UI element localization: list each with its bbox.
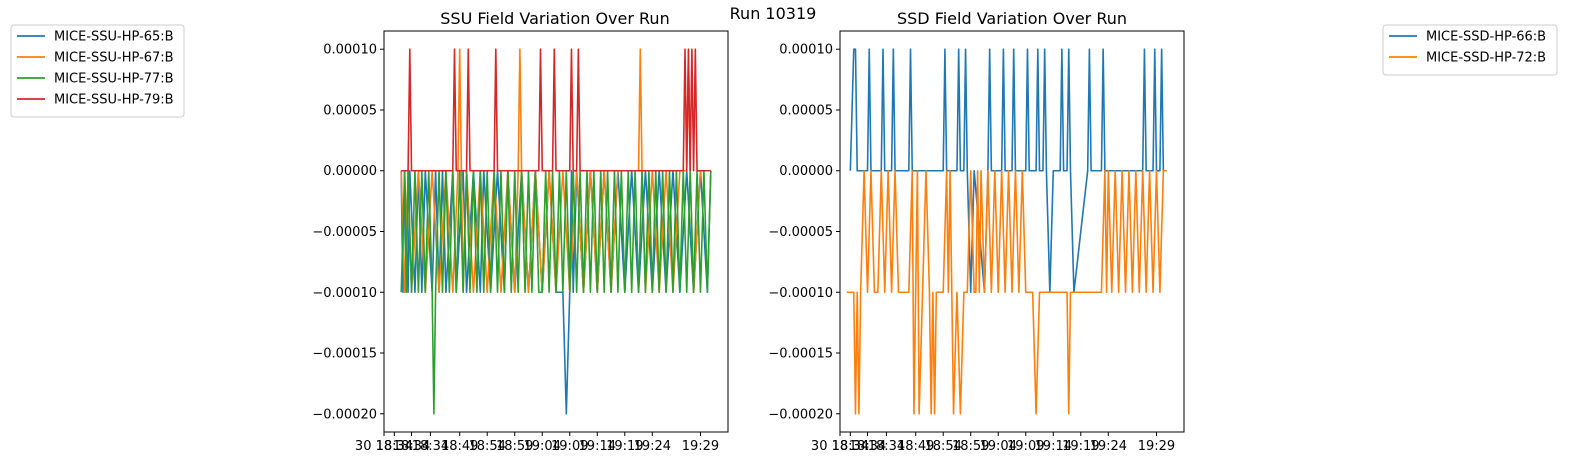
ssu-legend: MICE-SSU-HP-65:B MICE-SSU-HP-67:B MICE-SSU… [10,24,185,118]
ssd-legend-frame [1382,24,1558,76]
ssd-legend: MICE-SSD-HP-66:B MICE-SSD-HP-72:B [1382,24,1558,76]
ssu-plot-area [400,48,712,415]
ssu-ytick-label: 0.00010 [323,43,377,58]
ssd-ticks: 0.00010 0.00005 0.00000 −0.00005 −0.00010 −0.… [768,43,1175,454]
ssd-legend-label: MICE-SSD-HP-72:B [1426,51,1546,66]
ssd-xtick-label: 19:19 [1062,439,1099,454]
ssd-legend-label: MICE-SSD-HP-66:B [1426,30,1546,45]
ssu-xtick-label: 18:34 [376,439,413,454]
ssu-xtick-label: 18:34 [393,439,430,454]
ssu-xtick-label: 19:29 [682,439,719,454]
ssu-legend-label: MICE-SSU-HP-79:B [54,93,174,108]
ssu-xtick-label: 18:34 [412,439,449,454]
ssu-ticks: 0.00010 0.00005 0.00000 −0.00005 −0.00010 −0.… [312,43,719,454]
ssd-xtick-label: 18:34 [868,439,905,454]
ssu-ytick-label: −0.00015 [312,347,377,362]
ssu-legend-label: MICE-SSU-HP-65:B [54,30,174,45]
ssd-xtick-label: 19:04 [980,439,1017,454]
ssu-legend-label: MICE-SSU-HP-77:B [54,72,174,87]
ssu-legend-label: MICE-SSU-HP-67:B [54,51,174,66]
figure-suptitle: Run 10319 [730,4,817,23]
ssu-series-line-2 [400,169,712,415]
ssu-chart: SSU Field Variation Over Run 0.000100.00… [312,9,729,454]
ssu-ytick-label: −0.00005 [312,225,377,240]
ssu-ytick-label: −0.00010 [312,286,377,301]
ssd-xtick-label: 19:29 [1138,439,1175,454]
ssu-xtick-label: 19:04 [524,439,561,454]
ssd-xtick-label: 30 18:34 [811,439,869,454]
ssu-xtick-label: 19:24 [634,439,671,454]
ssd-plot-area [846,48,1167,415]
ssu-xtick-label: 18:59 [496,439,533,454]
ssd-ytick-label: 0.00000 [779,164,833,179]
ssu-axes-frame [383,30,729,433]
ssd-ytick-label: −0.00005 [768,225,833,240]
ssd-ytick-label: −0.00010 [768,286,833,301]
ssu-xtick-label: 18:54 [468,439,505,454]
ssu-ytick-label: 0.00005 [323,103,377,118]
ssd-xtick-label: 18:34 [832,439,869,454]
ssd-xtick-label: 18:54 [924,439,961,454]
ssu-series-line-3 [401,48,711,172]
ssd-series-line-1 [846,169,1167,415]
ssd-axes-frame [839,30,1185,433]
ssd-xtick-label: 18:34 [849,439,886,454]
ssd-ytick-label: 0.00010 [779,43,833,58]
ssd-chart-title: SSD Field Variation Over Run [897,9,1127,28]
ssu-xtick-label: 19:19 [606,439,643,454]
ssd-xtick-label: 18:49 [897,439,934,454]
ssu-chart-title: SSU Field Variation Over Run [440,9,669,28]
ssd-xtick-label: 18:59 [952,439,989,454]
ssu-xtick-label: 19:09 [551,439,588,454]
ssd-ytick-label: −0.00015 [768,347,833,362]
ssd-xtick-label: 19:14 [1035,439,1072,454]
ssu-ytick-label: −0.00020 [312,407,377,422]
ssd-ytick-label: −0.00020 [768,407,833,422]
ssu-legend-frame [10,24,185,118]
ssd-ytick-label: 0.00005 [779,103,833,118]
ssd-series-line-0 [849,48,1167,294]
ssd-chart: SSD Field Variation Over Run 0.000100.00… [768,9,1185,454]
ssu-xtick-label: 19:14 [579,439,616,454]
ssu-xtick-label: 30 18:34 [355,439,413,454]
ssd-xtick-label: 19:24 [1090,439,1127,454]
ssd-xtick-label: 19:09 [1007,439,1044,454]
ssu-xtick-label: 18:49 [441,439,478,454]
ssu-ytick-label: 0.00000 [323,164,377,179]
